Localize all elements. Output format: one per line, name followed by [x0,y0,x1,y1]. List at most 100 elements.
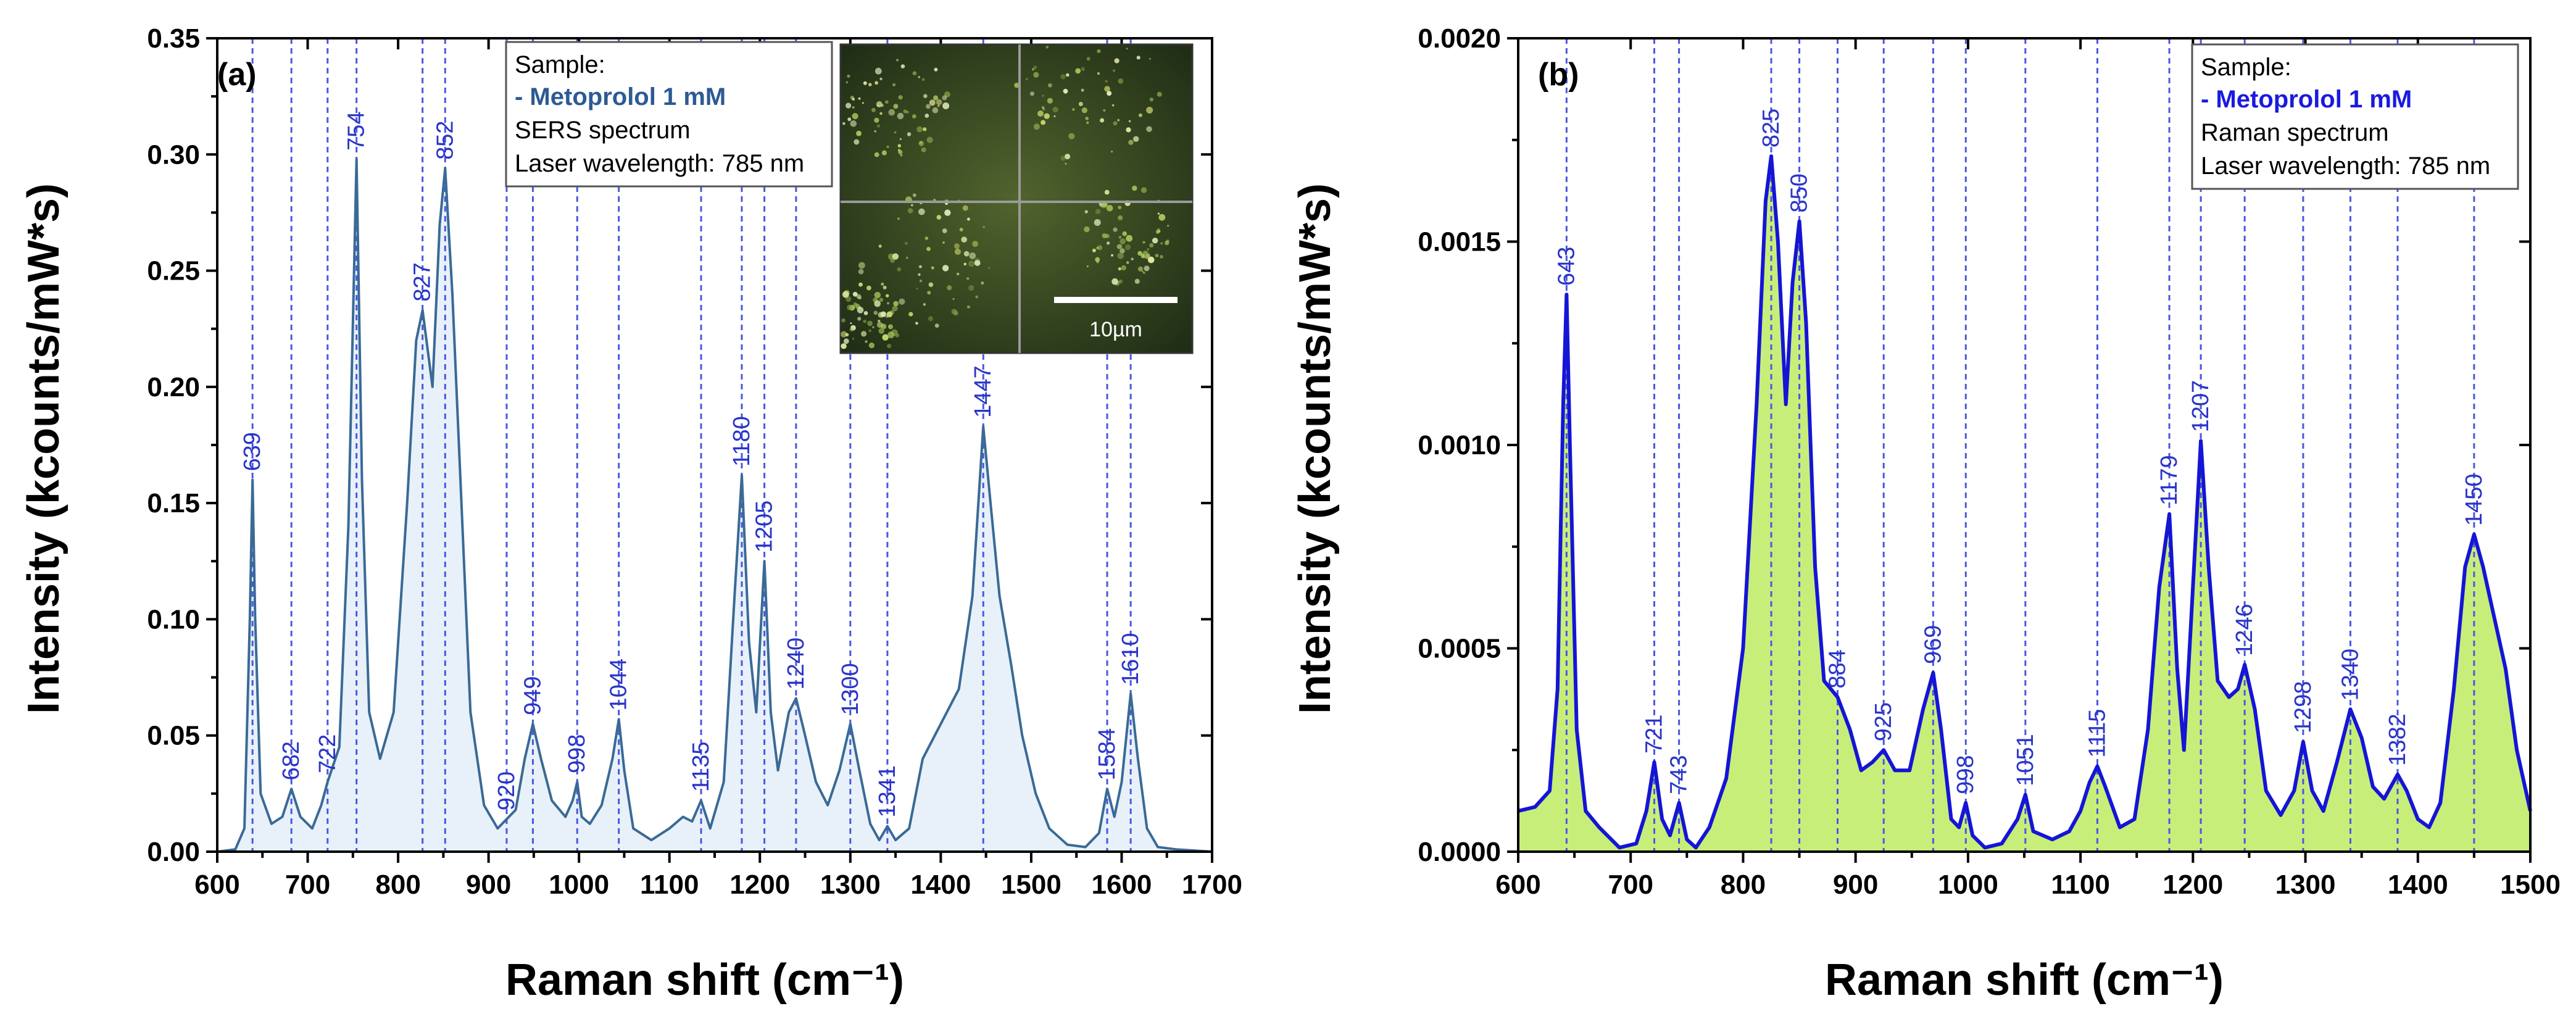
micrograph-speck [942,95,947,101]
x-ticks-a: 600 700 800 900 1000 1100 1200 1300 1400 1500 1600… [194,38,1242,900]
micrograph-speck [1118,236,1122,239]
micrograph-speck [1094,219,1101,226]
micrograph-speck [858,306,861,309]
micrograph-speck [918,208,925,215]
legend-b: Sample: - Metoprolol 1 mM Raman spectrum… [2191,43,2519,190]
legend-a-line3: SERS spectrum [515,117,691,144]
micrograph-speck [919,280,923,283]
peak-label: 722 [315,734,341,773]
micrograph-speck [858,262,865,269]
micrograph-speck [934,67,938,72]
micrograph-speck [1081,88,1084,92]
chart-panel-a: 639 682 722 754 827 852 920 949 998 1044 1135 1180 1… [19,23,1242,1005]
x-tick-label: 900 [1833,870,1878,900]
micrograph-speck [886,294,889,297]
micrograph-speck [962,205,968,211]
micrograph-speck [959,228,963,231]
micrograph-speck [850,322,852,325]
micrograph-speck [868,343,875,349]
micrograph-speck [887,302,889,305]
micrograph-speck [863,319,866,323]
micrograph-speck [1086,121,1089,124]
micrograph-speck [900,154,903,157]
micrograph-speck [928,282,934,288]
peak-label: 1115 [2084,709,2110,758]
micrograph-speck [885,315,889,318]
micrograph-speck [897,112,904,120]
scale-bar-label: 10µm [1089,318,1142,341]
micrograph-speck [843,338,849,344]
micrograph-speck [862,102,864,104]
micrograph-speck [963,251,970,257]
micrograph-speck [1117,252,1124,259]
micrograph-speck [1033,123,1040,130]
micrograph-speck [874,300,881,307]
micrograph-speck [1124,244,1131,251]
micrograph-speck [1033,72,1039,78]
peak-label: 998 [1953,755,1979,794]
spectrum-line [1518,154,2532,850]
micrograph-speck [1111,151,1113,153]
micrograph-speck [892,305,898,312]
micrograph-speck [873,310,878,315]
micrograph-speck [841,318,846,323]
micrograph-speck [875,67,882,75]
peak-label: 1179 [2156,455,2182,505]
micrograph-speck [1084,210,1088,214]
micrograph-speck [923,127,927,131]
micrograph-speck [885,100,889,104]
micrograph-speck [1149,243,1154,247]
x-tick-label: 1500 [1001,870,1062,900]
x-tick-label: 1200 [2163,870,2223,900]
micrograph-speck [874,152,879,157]
micrograph-speck [900,64,905,69]
micrograph-speck [1147,248,1150,251]
x-tick-label: 600 [194,870,239,900]
micrograph-speck [1042,107,1045,110]
legend-a-line4: Laser wavelength: 785 nm [515,150,804,177]
micrograph-speck [892,83,896,86]
micrograph-speck [1075,68,1081,74]
peak-label: 1300 [837,663,863,715]
micrograph-speck [1160,242,1163,245]
micrograph-speck [1142,241,1145,244]
y-tick-label: 0.30 [147,139,200,170]
micrograph-speck [931,266,934,270]
micrograph-speck [937,104,940,107]
micrograph-speck [1095,209,1101,215]
micrograph-speck [1126,261,1129,264]
micrograph-speck [921,147,926,152]
micrograph-speck [926,136,933,143]
micrograph-speck [944,209,951,216]
inset-micrograph: 10µm [839,43,1194,354]
micrograph-speck [926,104,931,109]
legend-a-line1: Sample: [515,51,605,78]
micrograph-speck [883,285,887,289]
micrograph-speck [1065,154,1071,160]
micrograph-speck [908,312,913,317]
peak-label: 827 [410,262,436,301]
peak-label: 1205 [752,501,778,553]
micrograph-speck [893,104,899,109]
micrograph-speck [871,107,876,112]
micrograph-speck [878,328,884,334]
micrograph-speck [1138,113,1142,117]
micrograph-speck [919,141,923,144]
micrograph-speck [857,317,862,321]
micrograph-speck [1102,233,1107,238]
micrograph-speck [896,59,899,62]
y-tick-label: 0.00 [147,837,200,867]
micrograph-speck [1084,226,1090,233]
micrograph-speck [1044,113,1050,119]
micrograph-speck [972,241,978,247]
x-tick-label: 700 [1608,870,1653,900]
micrograph-speck [1128,120,1131,122]
micrograph-speck [899,298,905,305]
micrograph-speck [975,295,979,299]
micrograph-speck [852,291,858,297]
micrograph-speck [1113,227,1118,232]
micrograph-speck [969,252,976,259]
micrograph-speck [926,247,931,251]
peak-label: 1044 [606,659,632,711]
legend-b-line1: Sample: [2201,54,2291,81]
